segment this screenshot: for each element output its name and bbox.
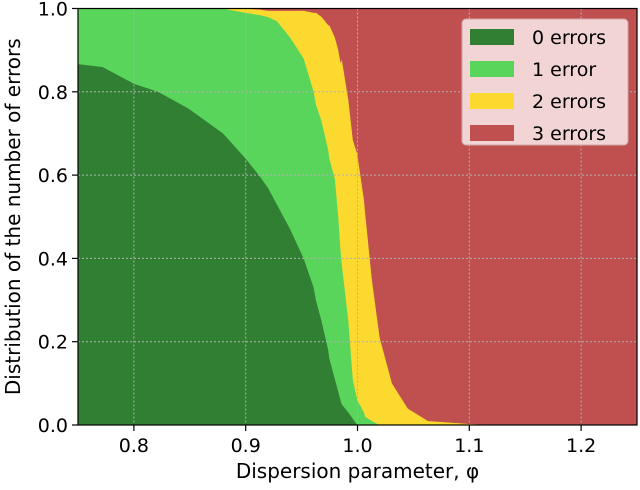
- legend: 0 errors 1 error 2 errors 3 errors: [461, 18, 629, 146]
- y-tick-label: 0.4: [38, 248, 68, 270]
- x-tick-label: 1.2: [566, 435, 596, 457]
- x-tick-label: 0.8: [119, 435, 149, 457]
- x-axis-label: Dispersion parameter, φ: [236, 459, 479, 483]
- y-axis-label: Distribution of the number of errors: [1, 38, 25, 395]
- legend-box: [461, 18, 629, 146]
- legend-swatch-0-errors: [470, 29, 514, 45]
- y-axis-ticks: 0.0 0.2 0.4 0.6 0.8 1.0: [38, 0, 78, 437]
- y-tick-label: 1.0: [38, 0, 68, 21]
- legend-swatch-3-errors: [470, 125, 514, 141]
- legend-label: 1 error: [532, 59, 596, 81]
- y-tick-label: 0.6: [38, 165, 68, 187]
- legend-label: 2 errors: [532, 91, 606, 113]
- y-tick-label: 0.2: [38, 332, 68, 354]
- x-tick-label: 1.0: [342, 435, 372, 457]
- legend-label: 0 errors: [532, 27, 606, 49]
- y-tick-label: 0.0: [38, 415, 68, 437]
- y-tick-label: 0.8: [38, 82, 68, 104]
- x-axis-ticks: 0.8 0.9 1.0 1.1 1.2: [119, 425, 596, 457]
- x-tick-label: 0.9: [231, 435, 261, 457]
- x-tick-label: 1.1: [454, 435, 484, 457]
- legend-label: 3 errors: [532, 123, 606, 145]
- legend-swatch-1-error: [470, 61, 514, 77]
- legend-swatch-2-errors: [470, 93, 514, 109]
